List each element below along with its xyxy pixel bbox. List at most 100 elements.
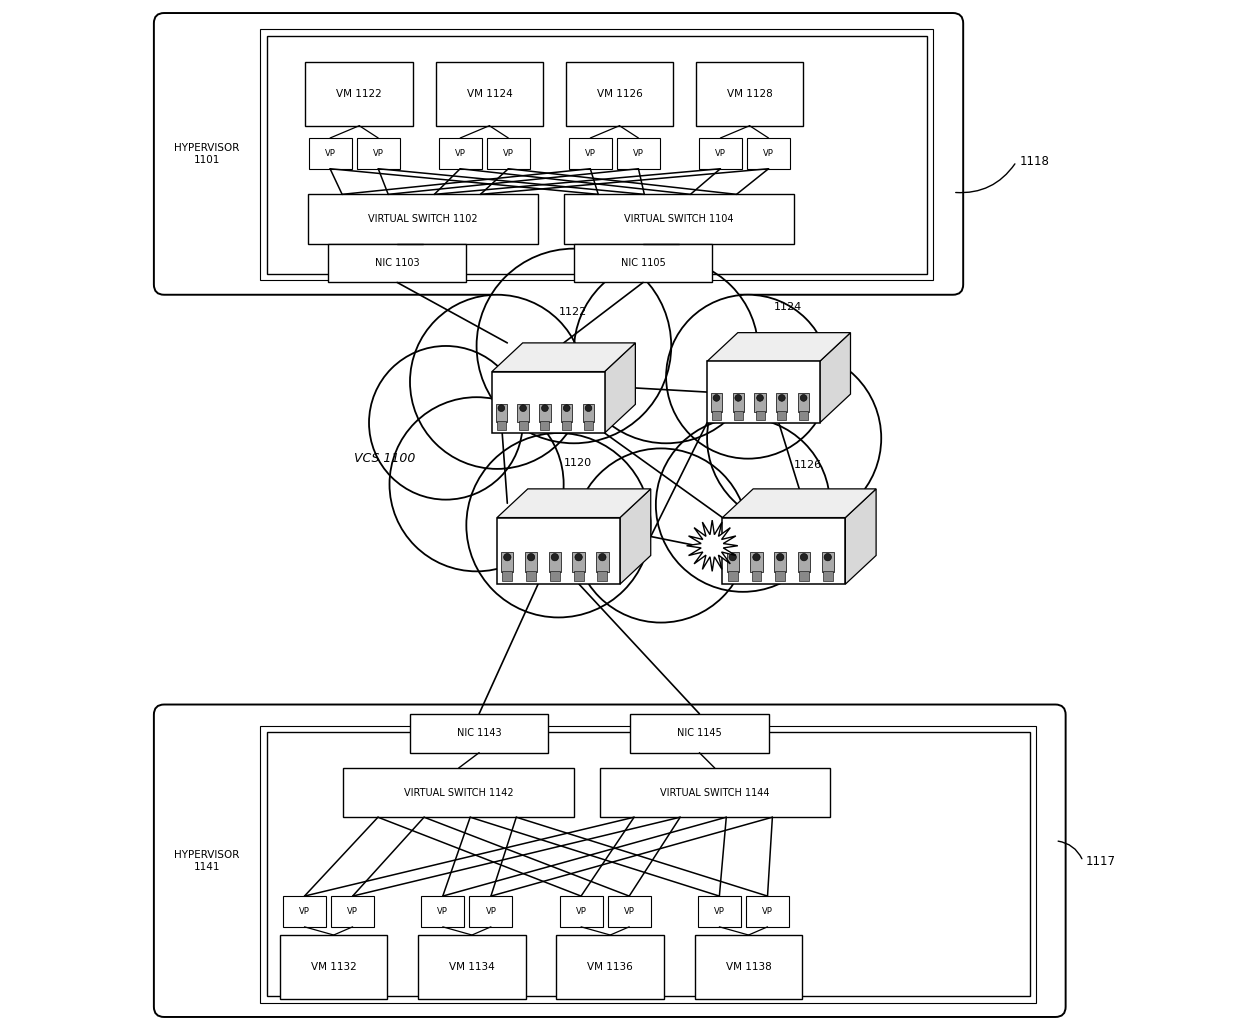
Text: HYPERVISOR
1141: HYPERVISOR 1141: [175, 850, 239, 871]
FancyBboxPatch shape: [573, 552, 585, 572]
FancyBboxPatch shape: [775, 572, 785, 581]
Polygon shape: [492, 372, 605, 433]
Circle shape: [666, 295, 830, 458]
Text: VP: VP: [503, 149, 513, 158]
Text: 1122: 1122: [558, 307, 587, 317]
FancyBboxPatch shape: [154, 13, 963, 295]
FancyBboxPatch shape: [694, 935, 802, 998]
Text: VP: VP: [299, 907, 310, 916]
FancyBboxPatch shape: [822, 552, 835, 572]
Circle shape: [410, 295, 584, 469]
Text: VP: VP: [763, 149, 774, 158]
Circle shape: [476, 248, 671, 443]
FancyBboxPatch shape: [596, 552, 609, 572]
FancyBboxPatch shape: [154, 705, 1065, 1017]
FancyBboxPatch shape: [574, 243, 712, 282]
FancyBboxPatch shape: [734, 411, 743, 420]
Circle shape: [466, 433, 651, 617]
FancyBboxPatch shape: [267, 732, 1029, 996]
Polygon shape: [620, 489, 651, 584]
FancyBboxPatch shape: [487, 138, 529, 169]
FancyBboxPatch shape: [799, 572, 808, 581]
Text: VP: VP: [585, 149, 595, 158]
FancyBboxPatch shape: [548, 552, 560, 572]
FancyBboxPatch shape: [517, 404, 528, 422]
Circle shape: [498, 405, 505, 412]
Text: 1126: 1126: [794, 460, 822, 471]
FancyBboxPatch shape: [497, 421, 506, 431]
Circle shape: [753, 553, 760, 561]
FancyBboxPatch shape: [799, 393, 810, 412]
FancyBboxPatch shape: [562, 421, 572, 431]
FancyBboxPatch shape: [343, 768, 574, 817]
Text: 1124: 1124: [774, 302, 802, 312]
Text: VIRTUAL SWITCH 1102: VIRTUAL SWITCH 1102: [368, 214, 477, 224]
Circle shape: [729, 553, 737, 561]
FancyBboxPatch shape: [598, 572, 608, 581]
Circle shape: [800, 394, 807, 402]
FancyBboxPatch shape: [309, 138, 352, 169]
Circle shape: [779, 394, 785, 402]
FancyBboxPatch shape: [797, 552, 810, 572]
Polygon shape: [723, 517, 846, 584]
FancyBboxPatch shape: [711, 393, 722, 412]
Text: NIC 1145: NIC 1145: [677, 728, 722, 739]
Circle shape: [551, 553, 558, 561]
FancyBboxPatch shape: [525, 552, 537, 572]
Text: VIRTUAL SWITCH 1144: VIRTUAL SWITCH 1144: [660, 788, 770, 797]
FancyBboxPatch shape: [618, 138, 660, 169]
Text: HYPERVISOR
1101: HYPERVISOR 1101: [175, 143, 239, 165]
Circle shape: [825, 553, 832, 561]
FancyBboxPatch shape: [435, 62, 543, 126]
FancyBboxPatch shape: [698, 896, 740, 927]
Text: VCS 1100: VCS 1100: [353, 452, 415, 466]
FancyBboxPatch shape: [727, 552, 739, 572]
Circle shape: [656, 418, 830, 592]
Circle shape: [389, 398, 564, 572]
FancyBboxPatch shape: [496, 404, 507, 422]
FancyBboxPatch shape: [751, 572, 761, 581]
FancyBboxPatch shape: [331, 896, 374, 927]
Text: VIRTUAL SWITCH 1142: VIRTUAL SWITCH 1142: [404, 788, 513, 797]
FancyBboxPatch shape: [799, 411, 808, 420]
FancyBboxPatch shape: [777, 411, 786, 420]
FancyBboxPatch shape: [608, 896, 651, 927]
Circle shape: [527, 553, 534, 561]
Circle shape: [575, 553, 583, 561]
Text: VP: VP: [486, 907, 496, 916]
FancyBboxPatch shape: [755, 411, 765, 420]
FancyBboxPatch shape: [305, 62, 413, 126]
FancyBboxPatch shape: [564, 195, 794, 243]
FancyBboxPatch shape: [565, 62, 673, 126]
FancyBboxPatch shape: [583, 404, 594, 422]
FancyBboxPatch shape: [630, 714, 769, 753]
Polygon shape: [687, 520, 738, 572]
Circle shape: [735, 394, 742, 402]
Text: VM 1126: VM 1126: [596, 89, 642, 99]
FancyBboxPatch shape: [526, 572, 536, 581]
FancyBboxPatch shape: [599, 768, 830, 817]
FancyBboxPatch shape: [357, 138, 399, 169]
Circle shape: [542, 405, 548, 412]
FancyBboxPatch shape: [422, 896, 464, 927]
Circle shape: [585, 405, 591, 412]
Circle shape: [599, 553, 606, 561]
Text: VP: VP: [347, 907, 358, 916]
FancyBboxPatch shape: [584, 421, 593, 431]
Circle shape: [503, 553, 511, 561]
FancyBboxPatch shape: [823, 572, 833, 581]
Text: 1118: 1118: [1019, 156, 1049, 168]
FancyBboxPatch shape: [574, 572, 584, 581]
FancyBboxPatch shape: [699, 138, 742, 169]
FancyBboxPatch shape: [560, 404, 573, 422]
Circle shape: [776, 553, 784, 561]
FancyBboxPatch shape: [774, 552, 786, 572]
Polygon shape: [605, 343, 635, 433]
Polygon shape: [497, 517, 620, 584]
FancyBboxPatch shape: [283, 896, 326, 927]
Text: VP: VP: [714, 907, 725, 916]
FancyBboxPatch shape: [329, 243, 466, 282]
FancyBboxPatch shape: [280, 935, 387, 998]
FancyBboxPatch shape: [728, 572, 738, 581]
FancyBboxPatch shape: [746, 138, 790, 169]
